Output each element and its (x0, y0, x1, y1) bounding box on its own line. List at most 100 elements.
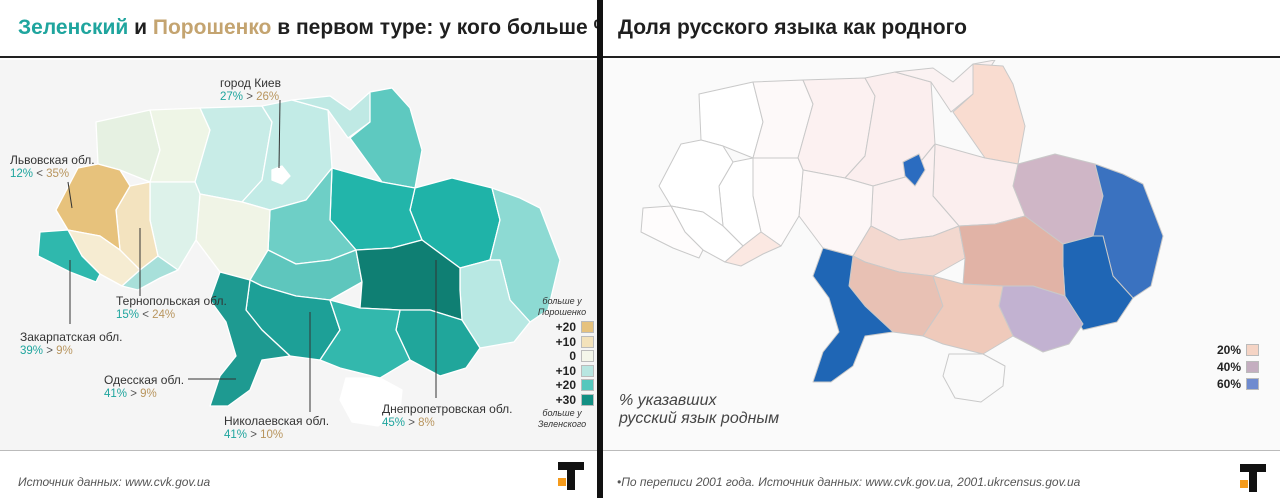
legend-top-note: больше у Порошенко (530, 296, 594, 318)
election-map-svg (37, 87, 561, 427)
legend-item-label: +20 (555, 378, 576, 393)
legend-item: +10 (530, 364, 594, 378)
label-lviv-name: Львовская обл. (10, 153, 95, 167)
lang-odesa (812, 247, 894, 383)
label-odesa-sign: > (127, 388, 141, 400)
lang-kherson (922, 275, 1014, 355)
lang-lviv (658, 139, 734, 227)
legend-item-label: +10 (555, 334, 576, 349)
language-legend-label: 20% (1216, 343, 1241, 357)
label-zakarpattia-v2: 9% (56, 345, 73, 357)
election-map-area: город Киев 27% > 26% Львовская обл. 12% … (0, 60, 597, 450)
tjournal-logo-right (1240, 464, 1266, 492)
map-note-line-1: % указавших (619, 392, 717, 409)
legend-item-label: +20 (555, 320, 576, 334)
label-dnipro: Днепропетровская обл. 45% > 8% (382, 402, 513, 430)
label-dnipro-name: Днепропетровская обл. (382, 402, 513, 416)
label-kiev: город Киев 27% > 26% (220, 76, 281, 104)
label-odesa: Одесская обл. 41% > 9% (104, 373, 184, 401)
lang-chernivtsi (724, 231, 782, 267)
legend-item: +20 (530, 320, 594, 334)
right-footer: •По переписи 2001 года. Источник данных:… (603, 450, 1280, 498)
title-and: и (128, 16, 153, 39)
label-zakarpattia-v1: 39% (20, 345, 44, 357)
label-ternopil-name: Тернопольская обл. (116, 294, 227, 308)
language-legend-label: 60% (1216, 377, 1241, 391)
legend-swatch (581, 379, 594, 392)
language-legend-swatch (1246, 344, 1259, 356)
language-legend-label: 40% (1216, 360, 1241, 374)
tjournal-logo (558, 462, 584, 490)
language-map-panel: Доля русского языка как родного (603, 0, 1280, 498)
label-mykolaiv-sign: > (247, 429, 261, 441)
label-ternopil-sign: < (139, 309, 153, 321)
label-dnipro-sign: > (405, 417, 419, 429)
label-kiev-name: город Киев (220, 76, 281, 90)
label-mykolaiv-v2: 10% (260, 429, 284, 441)
label-lviv-v2: 35% (46, 168, 70, 180)
panel-divider (597, 0, 603, 498)
legend-item: 0 (530, 349, 594, 363)
title-zelensky: Зеленский (18, 16, 129, 39)
language-map-area: % указавших русский язык родным 20% 40% 60… (603, 60, 1280, 450)
map-note-line-2: русский язык родным (619, 410, 780, 427)
legend-swatch (581, 321, 594, 333)
language-map-note: % указавших русский язык родным (619, 392, 779, 428)
left-title: Зеленский и Порошенко в первом туре: у к… (18, 16, 597, 40)
region-odesa (209, 271, 291, 407)
region-lviv (55, 163, 131, 251)
label-kiev-v1: 27% (220, 91, 244, 103)
language-legend-swatch (1246, 378, 1259, 390)
label-lviv-v1: 12% (10, 168, 34, 180)
lang-crimea (942, 353, 1006, 403)
label-zakarpattia: Закарпатская обл. 39% > 9% (20, 330, 122, 358)
left-source: Источник данных: www.cvk.gov.ua (18, 475, 211, 489)
label-mykolaiv-name: Николаевская обл. (224, 414, 330, 428)
label-ternopil-v1: 15% (116, 309, 140, 321)
legend-swatch (581, 335, 594, 348)
title-poroshenko: Порошенко (152, 16, 272, 39)
language-legend-swatch (1246, 361, 1259, 373)
legend-bottom-note: больше у Зеленского (530, 408, 594, 430)
legend-swatch (581, 350, 594, 363)
region-kiev-city (271, 165, 291, 185)
language-legend-item: 20% (1203, 343, 1259, 357)
language-map-svg (640, 60, 1164, 403)
legend-bottom-note-1: больше у (542, 408, 582, 418)
label-odesa-name: Одесская обл. (104, 373, 185, 387)
title-rest: в первом туре: у кого больше % (271, 16, 597, 39)
right-source: •По переписи 2001 года. Источник данных:… (617, 475, 1081, 489)
legend-swatch (581, 394, 594, 406)
region-zakarpattia (37, 229, 101, 283)
label-lviv-sign: < (33, 168, 47, 180)
lang-kiev-city (902, 153, 926, 187)
legend-bottom-note-2: Зеленского (537, 419, 587, 429)
label-mykolaiv-v1: 41% (224, 429, 248, 441)
language-legend-item: 40% (1203, 360, 1259, 374)
legend-swatch (581, 364, 594, 377)
legend-item: +30 (530, 393, 594, 407)
left-title-bar: Зеленский и Порошенко в первом туре: у к… (0, 0, 597, 58)
language-legend-item: 60% (1203, 377, 1259, 391)
legend-item-label: +10 (555, 363, 576, 378)
legend-item: +10 (530, 335, 594, 349)
right-title-bar: Доля русского языка как родного (603, 0, 1280, 58)
label-dnipro-v2: 8% (418, 417, 435, 429)
label-dnipro-v1: 45% (382, 417, 406, 429)
label-ternopil-v2: 24% (152, 309, 176, 321)
lang-chernihiv (894, 60, 996, 113)
label-kiev-v2: 26% (256, 91, 280, 103)
legend-item-label: 0 (569, 349, 576, 364)
leader-lviv (67, 181, 73, 209)
lang-zakarpattia (640, 205, 704, 259)
right-title: Доля русского языка как родного (618, 16, 967, 39)
label-odesa-v1: 41% (104, 388, 128, 400)
region-kherson (319, 299, 411, 379)
region-crimea (339, 377, 403, 427)
leader-kiev (278, 99, 281, 169)
legend-top-note-2: Порошенко (537, 307, 587, 317)
legend-item: +20 (530, 378, 594, 392)
left-footer: Источник данных: www.cvk.gov.ua (0, 450, 597, 498)
label-mykolaiv: Николаевская обл. 41% > 10% (224, 414, 329, 442)
label-zakarpattia-name: Закарпатская обл. (20, 330, 123, 344)
